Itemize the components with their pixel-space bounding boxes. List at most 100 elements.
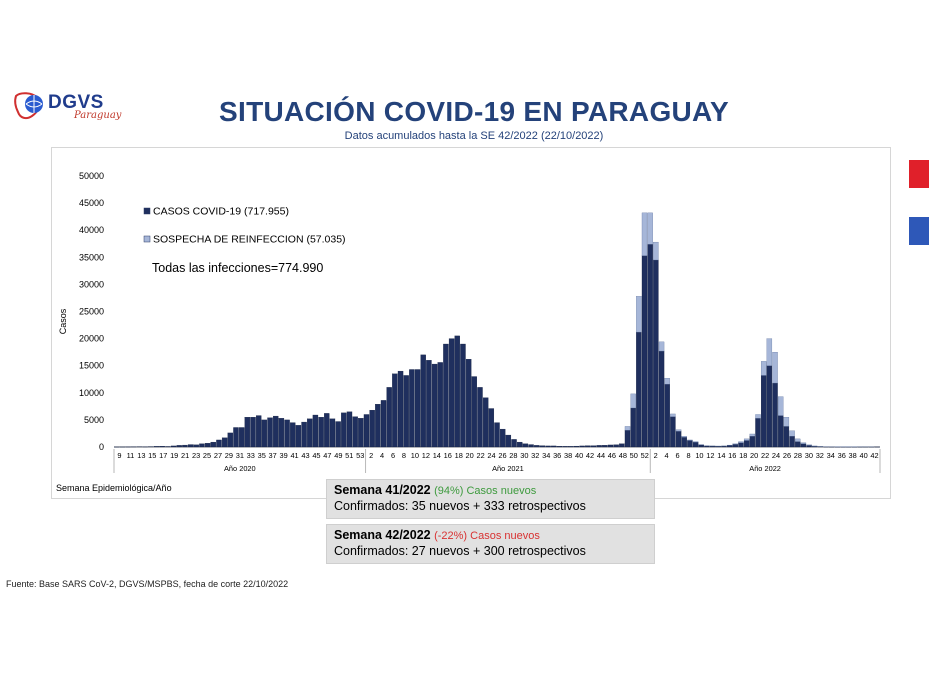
bar-confirmed	[590, 445, 597, 448]
flag-red-stripe	[909, 160, 929, 188]
x-tick-label: 39	[279, 451, 287, 460]
x-tick-label: 23	[192, 451, 200, 460]
bar-reinfection	[658, 341, 665, 352]
bar-confirmed	[726, 445, 733, 448]
x-tick-label: 40	[859, 451, 867, 460]
bar-confirmed	[749, 436, 756, 448]
logo-text: DGVS	[48, 92, 104, 113]
week-41-header: Semana 41/2022 (94%) Casos nuevos	[334, 483, 647, 497]
bar-confirmed	[534, 445, 540, 448]
bar-confirmed	[494, 422, 500, 448]
x-tick-label: 20	[466, 451, 474, 460]
bar-confirmed	[346, 411, 353, 448]
bar-confirmed	[517, 441, 523, 448]
bar-confirmed	[579, 445, 585, 448]
bar-confirmed	[528, 444, 534, 448]
bar-reinfection	[743, 438, 750, 441]
week-41-title: Semana 41/2022	[334, 483, 431, 497]
bar-confirmed	[613, 444, 619, 448]
bar-confirmed	[602, 445, 608, 448]
bar-confirmed	[210, 441, 216, 448]
x-tick-label: 22	[761, 451, 769, 460]
bar-confirmed	[335, 421, 341, 448]
source-note: Fuente: Base SARS CoV-2, DGVS/MSPBS, fec…	[6, 579, 289, 589]
bar-reinfection	[636, 296, 642, 333]
x-tick-label: 35	[258, 451, 266, 460]
x-tick-label: 10	[695, 451, 703, 460]
x-tick-label: 15	[148, 451, 156, 460]
bar-confirmed	[216, 439, 222, 448]
bar-confirmed	[375, 404, 381, 448]
bar-confirmed	[363, 414, 370, 448]
x-tick-label: 9	[117, 451, 121, 460]
x-tick-label: 8	[402, 451, 406, 460]
bar-reinfection	[630, 393, 636, 409]
bar-confirmed	[460, 343, 466, 448]
x-tick-label: 16	[444, 451, 452, 460]
bar-confirmed	[806, 445, 812, 448]
x-tick-label: 50	[630, 451, 638, 460]
week-42-title: Semana 42/2022	[334, 528, 431, 542]
bar-confirmed	[204, 443, 211, 448]
bar-confirmed	[199, 443, 205, 448]
total-infections-annotation: Todas las infecciones=774.990	[152, 261, 324, 275]
x-tick-label: 30	[805, 451, 813, 460]
x-tick-label: 28	[509, 451, 517, 460]
x-tick-label: 16	[728, 451, 736, 460]
bar-confirmed	[766, 365, 773, 448]
bar-confirmed	[187, 444, 194, 448]
bar-confirmed	[522, 443, 529, 448]
bar-confirmed	[290, 422, 296, 448]
page-subtitle: Datos acumulados hasta la SE 42/2022 (22…	[344, 130, 604, 142]
bar-reinfection	[789, 430, 795, 437]
year-label: Año 2020	[224, 464, 256, 473]
bar-confirmed	[392, 373, 398, 448]
y-axis-label: Casos	[58, 308, 68, 334]
bar-confirmed	[358, 418, 364, 448]
bar-confirmed	[318, 417, 324, 448]
bar-confirmed	[704, 445, 710, 448]
bar-confirmed	[431, 363, 438, 448]
x-tick-label: 32	[816, 451, 824, 460]
y-tick-label: 35000	[79, 252, 104, 262]
flag-blue-stripe	[909, 217, 929, 245]
week-41-box: Semana 41/2022 (94%) Casos nuevos Confir…	[326, 479, 655, 519]
bar-reinfection	[675, 429, 682, 432]
x-tick-label: 4	[665, 451, 669, 460]
legend-swatch	[143, 207, 151, 215]
x-tick-label: 41	[290, 451, 298, 460]
x-tick-label: 13	[137, 451, 145, 460]
page-title: SITUACIÓN COVID-19 EN PARAGUAY	[219, 96, 729, 127]
bar-confirmed	[403, 375, 409, 448]
x-tick-label: 14	[433, 451, 441, 460]
bar-confirmed	[670, 416, 676, 448]
x-tick-label: 46	[608, 451, 616, 460]
week-42-box: Semana 42/2022 (-22%) Casos nuevos Confi…	[326, 524, 655, 564]
bar-confirmed	[511, 439, 517, 448]
bar-confirmed	[795, 441, 801, 448]
y-tick-label: 20000	[79, 334, 104, 344]
bar-reinfection	[755, 414, 761, 419]
bar-confirmed	[426, 360, 432, 448]
x-tick-label: 29	[225, 451, 233, 460]
bar-confirmed	[562, 446, 568, 448]
bar-confirmed	[499, 428, 506, 448]
x-tick-label: 48	[619, 451, 627, 460]
bar-confirmed	[477, 387, 483, 448]
bar-confirmed	[312, 414, 319, 448]
bar-confirmed	[454, 335, 460, 448]
x-tick-label: 37	[269, 451, 277, 460]
bar-confirmed	[386, 387, 392, 448]
x-tick-label: 32	[531, 451, 539, 460]
bar-confirmed	[159, 446, 165, 448]
x-tick-label: 11	[127, 451, 135, 460]
x-tick-label: 12	[422, 451, 430, 460]
x-tick-label: 24	[772, 451, 780, 460]
bar-confirmed	[687, 440, 693, 448]
y-tick-label: 45000	[79, 198, 104, 208]
x-tick-label: 34	[542, 451, 550, 460]
bar-confirmed	[153, 446, 160, 448]
legend-label: SOSPECHA DE REINFECCION (57.035)	[153, 234, 346, 246]
bar-confirmed	[278, 418, 285, 448]
bar-confirmed	[437, 362, 443, 448]
